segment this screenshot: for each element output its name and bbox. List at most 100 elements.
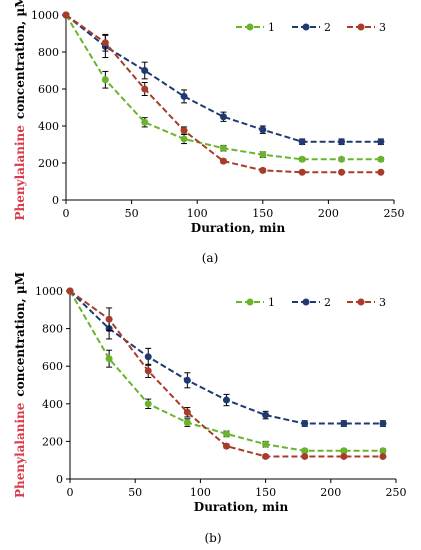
- y-axis-title: Phenylalanine concentration, µM: [13, 0, 27, 220]
- data-point: [183, 408, 191, 416]
- legend-marker-3: [357, 23, 365, 31]
- y-tick-label: 400: [42, 398, 63, 411]
- data-point: [144, 400, 152, 408]
- data-point: [141, 85, 149, 93]
- data-point: [222, 430, 230, 438]
- legend-label-1: 1: [268, 296, 275, 309]
- legend-marker-2: [302, 23, 310, 31]
- data-point: [101, 39, 109, 47]
- data-point: [377, 168, 385, 176]
- data-point: [262, 411, 270, 419]
- panel-label: (a): [202, 251, 219, 265]
- legend-label-2: 2: [324, 21, 331, 34]
- y-axis-title-highlight: Phenylalanine: [13, 125, 27, 221]
- data-point: [183, 376, 191, 384]
- data-point: [338, 138, 346, 146]
- data-point: [379, 447, 387, 455]
- x-tick-label: 50: [125, 207, 139, 220]
- y-tick-label: 600: [42, 360, 63, 373]
- y-tick-label: 1000: [31, 9, 59, 22]
- series-2: [62, 11, 385, 146]
- panel-label: (b): [204, 531, 221, 545]
- chart-panel-b: 0 200 400 600 800 1000 0 50 100 150 200 250 Duration…: [13, 272, 407, 545]
- data-point: [62, 11, 70, 19]
- legend: 1 2 3: [236, 296, 386, 309]
- data-point: [105, 355, 113, 363]
- data-point: [66, 287, 74, 295]
- y-axis-title-rest: concentration, µM: [13, 0, 27, 119]
- y-axis-title-rest: concentration, µM: [13, 272, 27, 397]
- x-tick-label: 250: [386, 486, 407, 499]
- data-point: [144, 353, 152, 361]
- data-point: [262, 452, 270, 460]
- data-point: [379, 420, 387, 428]
- data-point: [298, 138, 306, 146]
- data-point: [298, 168, 306, 176]
- data-point: [180, 92, 188, 100]
- data-point: [259, 126, 267, 134]
- data-point: [222, 442, 230, 450]
- y-tick-label: 400: [38, 120, 59, 133]
- data-point: [301, 447, 309, 455]
- data-point: [183, 419, 191, 427]
- legend-marker-1: [246, 298, 254, 306]
- data-point: [301, 420, 309, 428]
- data-point: [379, 452, 387, 460]
- legend-marker-3: [357, 298, 365, 306]
- x-axis-title: Duration, min: [194, 500, 289, 514]
- y-tick-label: 600: [38, 83, 59, 96]
- data-point: [101, 76, 109, 84]
- data-point: [219, 144, 227, 152]
- data-point: [338, 168, 346, 176]
- legend: 1 2 3: [236, 21, 386, 34]
- data-point: [377, 138, 385, 146]
- y-tick-label: 0: [56, 473, 63, 486]
- series-line-1: [65, 14, 381, 161]
- x-tick-label: 50: [128, 486, 142, 499]
- x-tick-label: 250: [384, 207, 405, 220]
- data-point: [222, 396, 230, 404]
- y-axis-title-highlight: Phenylalanine: [13, 402, 27, 498]
- data-point: [180, 127, 188, 135]
- data-point: [259, 166, 267, 174]
- y-tick-label: 0: [52, 194, 59, 207]
- series-2: [66, 287, 387, 428]
- x-tick-label: 100: [190, 486, 211, 499]
- series-line-3: [65, 14, 381, 174]
- series-3: [66, 287, 387, 460]
- legend-marker-1: [246, 23, 254, 31]
- series-1: [66, 287, 387, 455]
- data-point: [340, 420, 348, 428]
- legend-label-3: 3: [379, 296, 386, 309]
- data-point: [141, 67, 149, 74]
- y-axis-title: Phenylalanine concentration, µM: [13, 272, 27, 498]
- data-point: [219, 113, 227, 121]
- x-tick-label: 0: [63, 207, 70, 220]
- y-tick-label: 200: [38, 157, 59, 170]
- data-point: [262, 440, 270, 448]
- x-axis-title: Duration, min: [191, 221, 286, 235]
- data-point: [141, 118, 149, 126]
- data-point: [180, 135, 188, 143]
- y-tick-label: 800: [38, 46, 59, 59]
- x-tick-label: 150: [255, 486, 276, 499]
- data-point: [298, 155, 306, 163]
- data-point: [340, 447, 348, 455]
- data-point: [377, 155, 385, 163]
- y-tick-label: 200: [42, 435, 63, 448]
- series-line-2: [65, 14, 381, 143]
- legend-label-1: 1: [268, 21, 275, 34]
- x-tick-label: 200: [318, 207, 339, 220]
- y-tick-label: 1000: [35, 285, 63, 298]
- x-tick-label: 200: [320, 486, 341, 499]
- data-point: [301, 452, 309, 460]
- data-point: [144, 367, 152, 375]
- legend-marker-2: [302, 298, 310, 306]
- chart-panel-a: 0 200 400 600 800 1000 0 50 100 150 200 250 Duration…: [13, 0, 405, 265]
- series-3: [62, 11, 385, 176]
- legend-label-2: 2: [324, 296, 331, 309]
- x-tick-label: 100: [187, 207, 208, 220]
- data-point: [340, 452, 348, 460]
- x-tick-label: 0: [67, 486, 74, 499]
